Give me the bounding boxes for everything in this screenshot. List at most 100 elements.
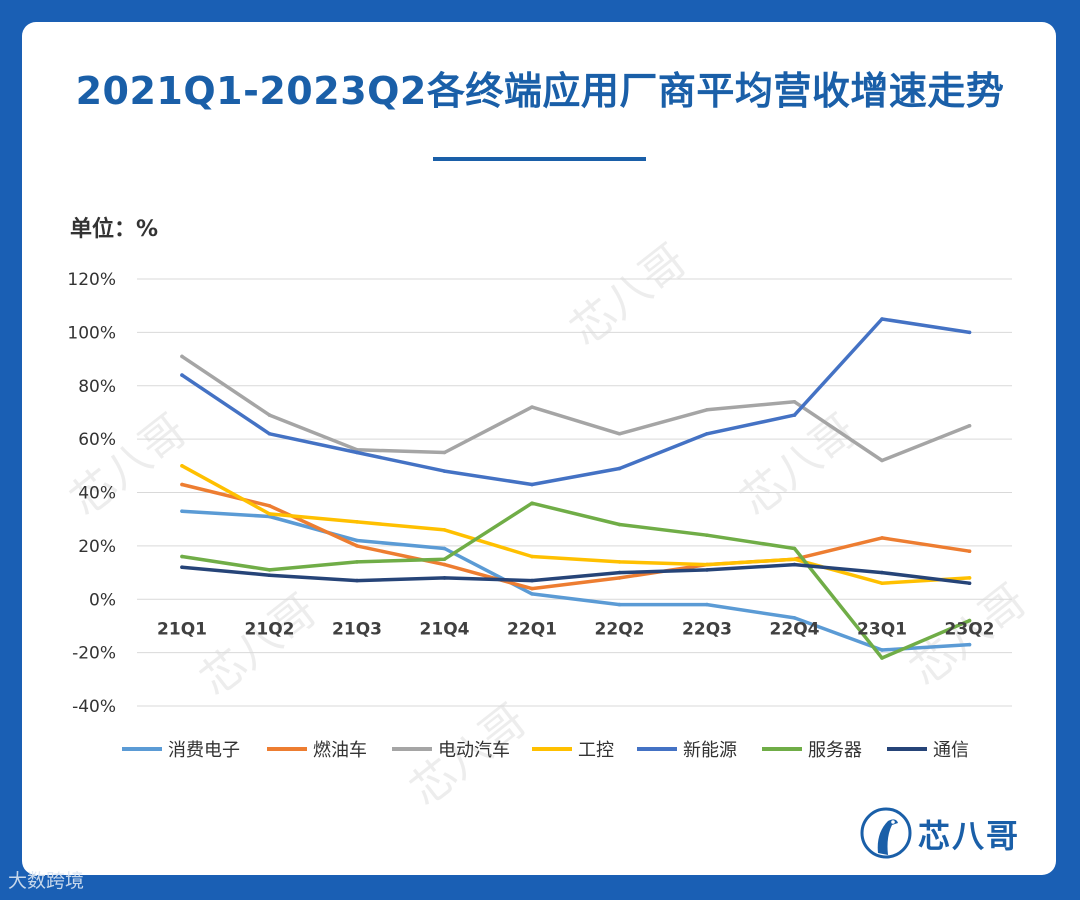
legend-item: 工控 <box>532 740 614 761</box>
data-point <box>967 618 972 623</box>
data-point <box>442 557 447 562</box>
legend-label: 服务器 <box>808 740 862 761</box>
data-point <box>705 568 709 572</box>
series-line <box>180 509 972 652</box>
data-point <box>530 501 534 505</box>
y-tick-label: 60% <box>78 430 116 450</box>
data-point <box>705 533 709 537</box>
series-line <box>180 354 972 463</box>
legend-item: 电动汽车 <box>392 740 510 761</box>
data-point <box>442 546 447 551</box>
x-tick-label: 21Q3 <box>332 619 382 639</box>
data-point <box>705 602 709 607</box>
legend-label: 电动汽车 <box>438 740 510 761</box>
data-point <box>530 586 534 591</box>
data-point <box>442 528 447 532</box>
x-axis-ticks: 21Q1 21Q2 21Q3 21Q4 22Q1 22Q2 22Q3 22Q4 23Q1 23Q2 <box>157 619 994 639</box>
legend-label: 通信 <box>933 740 969 761</box>
y-tick-label: 20% <box>78 537 116 557</box>
chart-card <box>22 22 1056 875</box>
data-point <box>617 570 622 575</box>
data-point <box>355 450 359 455</box>
x-tick-label: 21Q2 <box>245 619 295 639</box>
data-point <box>180 482 184 487</box>
data-point <box>617 431 622 436</box>
data-point <box>617 576 622 580</box>
data-point <box>442 576 447 580</box>
legend-label: 燃油车 <box>313 740 367 761</box>
x-tick-label: 22Q2 <box>595 619 645 639</box>
legend-item: 燃油车 <box>267 740 367 761</box>
legend-item: 新能源 <box>637 740 737 761</box>
legend-label: 消费电子 <box>168 740 240 761</box>
data-point <box>267 413 272 417</box>
x-tick-label: 23Q1 <box>857 619 907 639</box>
data-point <box>442 562 447 567</box>
data-point <box>442 450 447 455</box>
data-point <box>967 423 972 428</box>
brand-bird-icon <box>860 807 912 859</box>
data-point <box>355 520 359 524</box>
data-point <box>180 554 184 559</box>
data-point <box>355 560 359 564</box>
data-point <box>355 538 359 543</box>
data-point <box>705 431 709 436</box>
data-point <box>792 557 797 562</box>
data-point <box>267 512 272 516</box>
series-line <box>180 562 972 585</box>
data-point <box>180 464 184 468</box>
x-tick-label: 22Q4 <box>770 619 820 639</box>
data-point <box>617 560 622 564</box>
x-tick-label: 23Q2 <box>945 619 995 639</box>
x-tick-label: 21Q1 <box>157 619 207 639</box>
x-tick-label: 22Q1 <box>507 619 557 639</box>
series-line <box>180 501 972 660</box>
y-tick-label: 100% <box>67 323 116 343</box>
series-lines <box>180 317 972 660</box>
data-point <box>267 431 272 436</box>
grid-lines <box>137 278 1012 707</box>
data-point <box>792 546 797 551</box>
data-point <box>180 565 184 570</box>
data-point <box>967 581 972 586</box>
chart-title: 2021Q1-2023Q2各终端应用厂商平均营收增速走势 <box>75 69 1005 113</box>
data-point <box>530 592 534 596</box>
y-tick-label: -20% <box>72 644 116 664</box>
data-point <box>880 536 884 540</box>
data-point <box>530 405 534 409</box>
data-point <box>180 509 184 513</box>
data-point <box>967 642 972 647</box>
y-tick-label: 40% <box>78 484 116 504</box>
legend-label: 新能源 <box>683 740 737 761</box>
data-point <box>792 399 797 404</box>
data-point <box>617 522 622 527</box>
data-point <box>880 648 884 652</box>
data-point <box>355 578 359 583</box>
data-point <box>705 407 709 412</box>
data-point <box>267 573 272 578</box>
legend-item: 通信 <box>887 740 969 761</box>
brand-name: 芯八哥 <box>918 817 1021 855</box>
legend-item: 消费电子 <box>122 740 240 761</box>
data-point <box>967 576 972 580</box>
x-tick-label: 21Q4 <box>420 619 470 639</box>
unit-label: 单位：% <box>70 217 159 242</box>
data-point <box>267 568 272 572</box>
y-tick-label: 0% <box>89 590 116 610</box>
y-tick-label: 80% <box>78 377 116 397</box>
data-point <box>880 656 884 660</box>
x-tick-label: 22Q3 <box>682 619 732 639</box>
data-point <box>967 330 972 335</box>
data-point <box>355 544 359 548</box>
y-axis-ticks: -40% -20% 0% 20% 40% 60% 80% 100% 120% <box>67 270 116 717</box>
data-point <box>792 413 797 417</box>
data-point <box>880 581 884 586</box>
data-point <box>180 354 184 359</box>
data-point <box>267 504 272 508</box>
series-line <box>180 482 972 591</box>
data-point <box>880 458 884 463</box>
data-point <box>880 570 884 575</box>
title-underline <box>433 157 646 161</box>
data-point <box>617 466 622 471</box>
